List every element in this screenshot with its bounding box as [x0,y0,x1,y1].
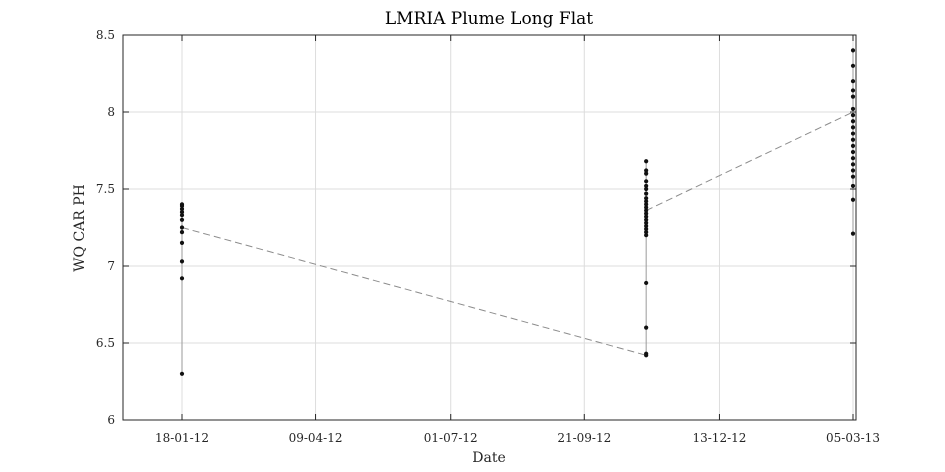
data-point [179,276,185,281]
data-point [850,143,856,148]
data-point [644,168,649,173]
data-point [850,168,856,173]
data-point [644,179,649,184]
y-tick-label: 7 [107,259,115,273]
y-tick-label: 8 [107,105,115,119]
data-point [644,208,649,213]
y-axis-label: WQ CAR PH [72,184,88,272]
x-tick-label: 18-01-12 [155,431,209,445]
data-point [850,162,856,167]
chart-title: LMRIA Plume Long Flat [385,9,593,29]
data-point [850,106,856,112]
data-point [179,259,185,264]
data-point [644,214,649,219]
data-point [644,223,649,229]
y-axis-ticks: 6 6.5 7 7.5 8 8.5 [96,28,856,427]
data-point [644,233,649,238]
data-point [644,230,649,235]
trend-lines [181,111,854,356]
data-point [644,351,649,356]
data-point [179,371,185,376]
data-point [179,210,185,215]
data-point [644,325,649,330]
data-point [850,174,856,179]
data-point [850,183,856,189]
x-axis-ticks: 18-01-12 09-04-12 01-07-12 21-09-12 13-12-12… [155,35,880,445]
y-tick-label: 6.5 [96,336,115,350]
data-point [644,159,649,164]
data-point [179,225,185,230]
data-point [644,199,649,204]
data-point [644,220,649,225]
data-series [179,48,856,376]
y-tick-label: 6 [107,413,115,427]
data-point [850,48,856,53]
plot-area [123,35,856,420]
data-point [644,202,649,207]
data-point [644,205,649,210]
data-point [644,211,649,216]
y-tick-label: 7.5 [96,182,115,196]
x-tick-label: 09-04-12 [289,431,343,445]
data-point [179,230,185,235]
data-point [850,131,856,136]
x-tick-label: 21-09-12 [557,431,611,445]
data-point [850,197,856,202]
data-point [850,79,856,84]
data-point [850,156,856,161]
data-point [179,213,185,218]
data-point [179,217,185,222]
trend-line [645,111,854,212]
plot-frame [122,34,857,421]
data-point [644,186,649,192]
x-tick-label: 01-07-12 [424,431,478,445]
data-point [850,119,856,124]
data-point [850,88,856,93]
data-point [850,94,856,99]
data-point [179,206,185,212]
data-point [850,63,856,68]
data-point [644,183,649,189]
data-point [644,217,649,222]
data-point [644,280,649,286]
data-point [179,240,185,245]
x-tick-label: 13-12-12 [692,431,746,445]
data-point [644,226,649,232]
y-tick-label: 8.5 [96,28,115,42]
data-point [850,149,856,155]
data-point [644,191,649,196]
data-point [850,125,856,130]
data-point [850,137,856,142]
x-axis-label: Date [472,450,505,466]
data-point [179,202,185,207]
x-tick-label: 05-03-13 [826,431,880,445]
data-point [644,196,649,201]
trend-line [181,227,647,356]
data-point [850,231,856,236]
data-point [644,171,649,176]
data-point [850,112,856,118]
